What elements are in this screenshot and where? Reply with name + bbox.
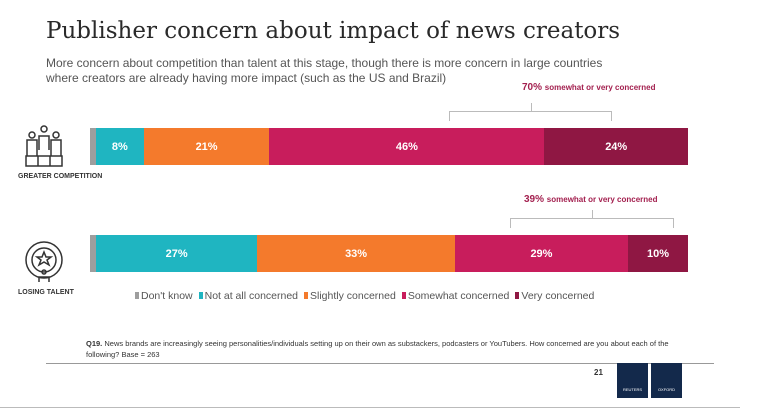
legend-swatch [515, 292, 520, 299]
legend-item: Somewhat concerned [401, 290, 510, 302]
data-label: 8% [111, 140, 128, 153]
reuters-institute-logo: REUTERS [617, 363, 648, 398]
bar-segment-don-t-know [90, 128, 96, 165]
question-number: Q19. [86, 339, 103, 348]
data-label: 27% [165, 247, 188, 260]
annotation-text: somewhat or very concerned [546, 195, 658, 204]
legend-label: Not at all concerned [204, 290, 299, 302]
data-label: 46% [395, 140, 418, 153]
bar-segment-slightly-concerned: 33% [257, 235, 455, 272]
page-number: 21 [594, 368, 603, 377]
footnote: Q19. News brands are increasingly seeing… [86, 338, 686, 360]
footer-divider [46, 363, 714, 364]
annotation-talent: 39% somewhat or very concerned [524, 194, 658, 205]
legend-swatch [401, 292, 406, 299]
legend-swatch [198, 292, 203, 299]
data-label: 29% [530, 247, 553, 260]
annotation-competition: 70% somewhat or very concerned [522, 82, 656, 93]
podium-icon [22, 124, 66, 173]
legend-swatch [135, 292, 139, 299]
bar-competition: 8% 21% 46% 24% [90, 128, 688, 165]
legend-item: Don't know [135, 290, 193, 302]
bar-segment-somewhat-concerned: 29% [454, 235, 629, 272]
legend-label: Very concerned [521, 290, 595, 302]
bar-segment-don-t-know [90, 235, 96, 272]
legend-item: Slightly concerned [304, 290, 396, 302]
row-label-talent: LOSING TALENT [18, 289, 74, 296]
legend-label: Somewhat concerned [407, 290, 510, 302]
bar-segment-very-concerned: 10% [628, 235, 688, 272]
talent-icon [22, 240, 66, 289]
legend: Don't know Not at all concerned Slightly c… [135, 290, 594, 302]
legend-swatch [304, 292, 309, 299]
bar-segment-not-at-all-concerned: 8% [95, 128, 144, 165]
bracket-talent [510, 210, 674, 228]
annotation-pct: 39% [524, 194, 545, 205]
row-label-competition: GREATER COMPETITION [18, 173, 103, 180]
bracket-competition [449, 103, 612, 121]
question-text: News brands are increasingly seeing pers… [86, 339, 669, 359]
data-label: 33% [345, 247, 368, 260]
bar-talent: 27% 33% 29% 10% [90, 235, 688, 272]
bar-segment-very-concerned: 24% [544, 128, 688, 165]
oxford-logo: OXFORD [651, 363, 682, 398]
data-label: 24% [605, 140, 628, 153]
legend-item: Very concerned [515, 290, 594, 302]
screen-divider [0, 407, 740, 408]
chart-subtitle: More concern about competition than tale… [46, 56, 603, 85]
annotation-pct: 70% [522, 82, 543, 93]
legend-item: Not at all concerned [198, 290, 299, 302]
legend-label: Slightly concerned [310, 290, 396, 302]
bar-segment-not-at-all-concerned: 27% [95, 235, 258, 272]
data-label: 21% [195, 140, 218, 153]
bar-segment-somewhat-concerned: 46% [269, 128, 545, 165]
bar-segment-slightly-concerned: 21% [143, 128, 270, 165]
chart-title: Publisher concern about impact of news c… [46, 18, 621, 44]
annotation-text: somewhat or very concerned [544, 83, 656, 92]
data-label: 10% [647, 247, 670, 260]
legend-label: Don't know [141, 290, 193, 302]
